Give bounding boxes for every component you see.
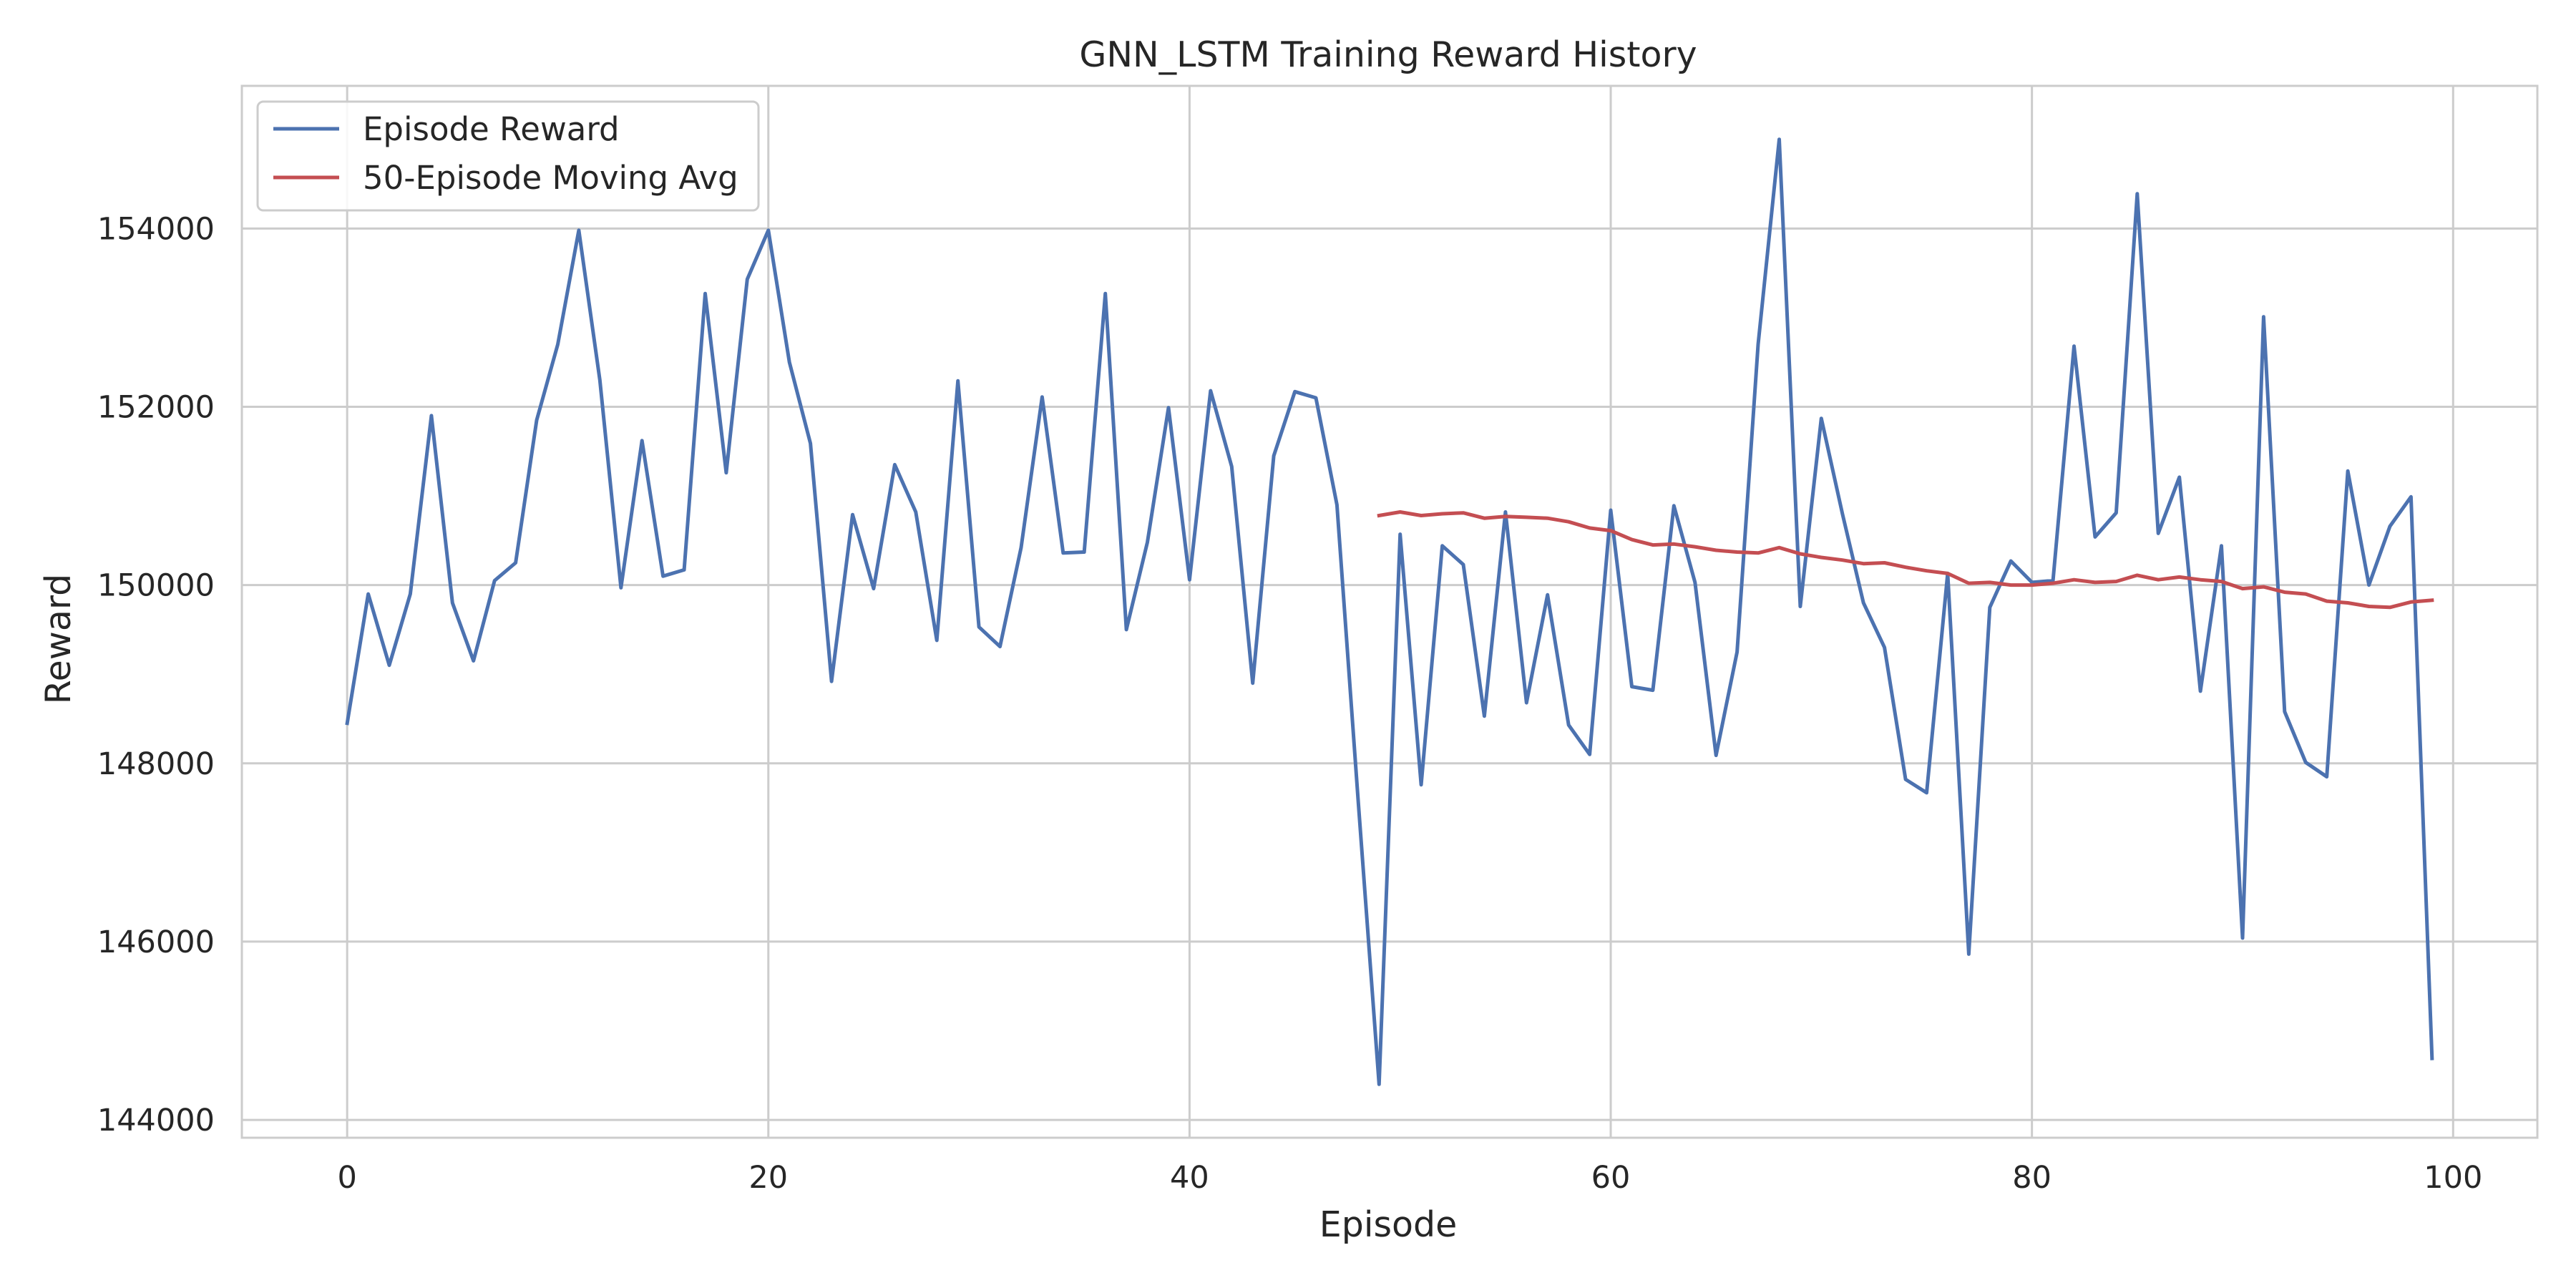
- grid: [242, 86, 2537, 1138]
- chart-title: GNN_LSTM Training Reward History: [1079, 34, 1697, 75]
- x-tick-label: 20: [748, 1160, 788, 1196]
- x-tick-label: 100: [2424, 1160, 2482, 1196]
- tick-labels: 0 20 40 60 80 100 144000 146000 148000 150000 1520…: [97, 211, 2482, 1196]
- x-tick-label: 60: [1591, 1160, 1631, 1196]
- x-axis-label: Episode: [1319, 1204, 1457, 1245]
- plot-frame: [240, 84, 2539, 1139]
- legend-label: Episode Reward: [363, 110, 620, 148]
- series-layer: [345, 137, 2434, 1086]
- episode-reward-line: [345, 137, 2434, 1086]
- x-tick-label: 0: [337, 1160, 356, 1196]
- moving-average-line: [1377, 510, 2434, 610]
- y-tick-label: 152000: [97, 389, 215, 425]
- legend: Episode Reward 50-Episode Moving Avg: [256, 100, 760, 212]
- x-tick-label: 40: [1170, 1160, 1209, 1196]
- y-tick-label: 146000: [97, 924, 215, 960]
- legend-label: 50-Episode Moving Avg: [363, 159, 738, 197]
- x-tick-label: 80: [2012, 1160, 2051, 1196]
- y-tick-label: 144000: [97, 1103, 215, 1138]
- y-tick-label: 148000: [97, 746, 215, 782]
- legend-box: [256, 100, 760, 212]
- y-tick-label: 150000: [97, 568, 215, 604]
- y-axis-label: Reward: [38, 574, 79, 704]
- y-tick-label: 154000: [97, 211, 215, 247]
